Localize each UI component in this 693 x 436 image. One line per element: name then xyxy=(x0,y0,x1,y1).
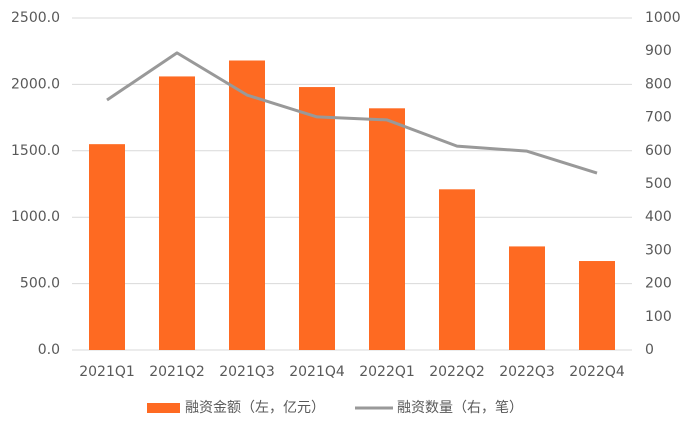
bar xyxy=(369,108,405,350)
x-tick-label: 2021Q4 xyxy=(289,364,345,380)
y2-tick-label: 700 xyxy=(645,110,672,126)
y2-tick-label: 400 xyxy=(645,209,672,225)
line xyxy=(106,51,598,175)
y2-tick-label: 600 xyxy=(645,143,672,159)
y2-tick-label: 1000 xyxy=(645,10,681,26)
legend-swatch xyxy=(147,403,180,413)
x-tick-label: 2022Q1 xyxy=(359,364,415,380)
x-tick-label: 2021Q3 xyxy=(219,364,275,380)
bar xyxy=(299,87,335,350)
y-tick-label: 2000.0 xyxy=(11,76,60,92)
x-tick-label: 2021Q1 xyxy=(79,364,135,380)
bar xyxy=(509,246,545,350)
y2-tick-label: 500 xyxy=(645,176,672,192)
y2-tick-label: 0 xyxy=(645,342,654,358)
y2-tick-label: 100 xyxy=(645,309,672,325)
legend-label: 融资数量（右，笔） xyxy=(397,400,523,416)
y2-tick-label: 800 xyxy=(645,76,672,92)
y-tick-label: 2500.0 xyxy=(11,10,60,26)
y-tick-label: 0.0 xyxy=(38,342,60,358)
y-tick-label: 1000.0 xyxy=(11,209,60,225)
x-tick-label: 2022Q2 xyxy=(429,364,485,380)
bar xyxy=(159,76,195,350)
bar xyxy=(439,189,475,350)
y2-tick-label: 300 xyxy=(645,242,672,258)
y2-tick-label: 200 xyxy=(645,276,672,292)
y2-tick-label: 900 xyxy=(645,43,672,59)
bar xyxy=(579,261,615,350)
x-tick-label: 2021Q2 xyxy=(149,364,205,380)
legend-label: 融资金额（左，亿元） xyxy=(185,400,325,416)
x-tick-label: 2022Q4 xyxy=(569,364,625,380)
bar xyxy=(229,60,265,350)
y-tick-label: 500.0 xyxy=(20,276,60,292)
y-tick-label: 1500.0 xyxy=(11,143,60,159)
x-tick-label: 2022Q3 xyxy=(499,364,555,380)
bar xyxy=(89,144,125,350)
